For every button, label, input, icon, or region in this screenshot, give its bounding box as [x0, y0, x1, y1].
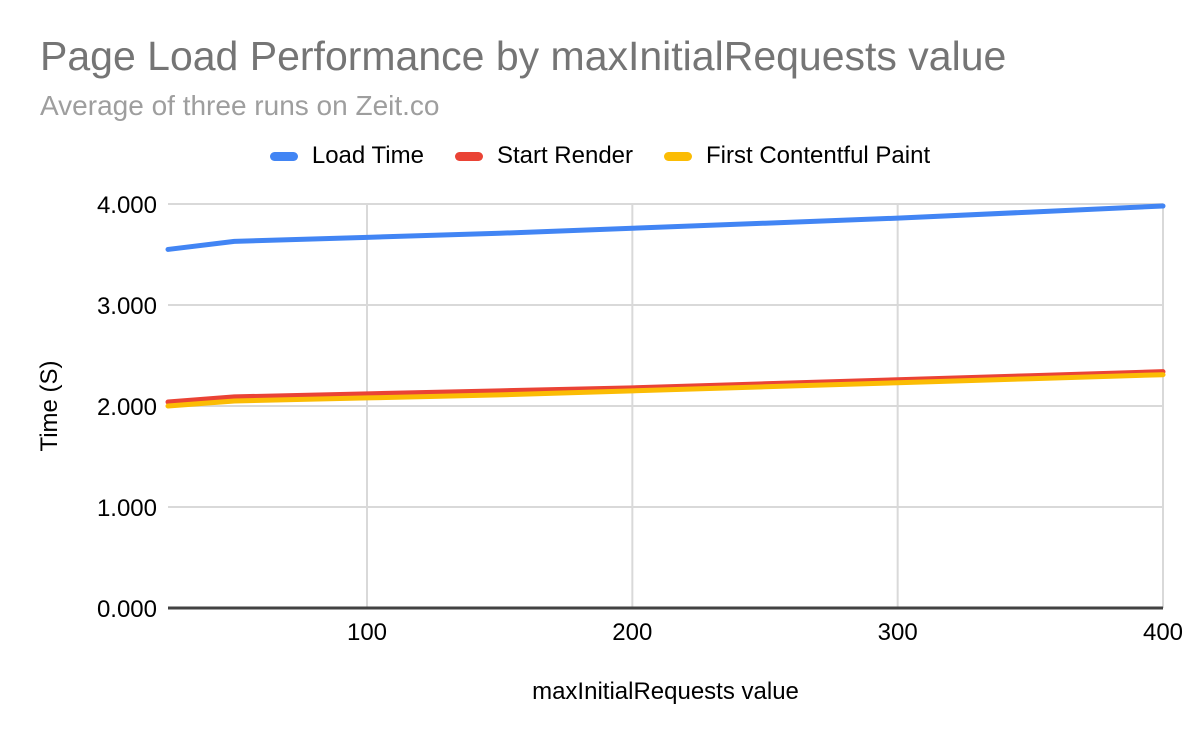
legend-item-load-time: Load Time [269, 142, 424, 170]
series-line-first-contentful-paint [165, 372, 1166, 409]
legend-label-first-contentful-paint: First Contentful Paint [706, 142, 931, 169]
legend-item-start-render: Start Render [454, 142, 634, 170]
series-line-start-render [165, 369, 1166, 405]
y-tick-label: 1.000 [97, 495, 157, 522]
y-axis-title: Time (S) [36, 360, 63, 452]
start-render-swatch-icon [454, 151, 483, 161]
load-time-swatch-icon [269, 151, 298, 161]
series-line-load-time [165, 203, 1166, 252]
legend-label-start-render: Start Render [496, 142, 634, 169]
y-tick-label: 0.000 [97, 596, 157, 623]
y-tick-label: 3.000 [97, 293, 157, 320]
chart-title: Page Load Performance by maxInitialReque… [40, 33, 1007, 79]
first-contentful-paint-swatch-icon [664, 151, 693, 161]
x-tick-label: 200 [612, 619, 652, 646]
x-tick-label: 300 [878, 619, 918, 646]
y-tick-label: 2.000 [97, 394, 157, 421]
legend-label-load-time: Load Time [311, 142, 424, 169]
legend-item-first-contentful-paint: First Contentful Paint [664, 142, 930, 170]
y-tick-label: 4.000 [97, 192, 157, 219]
x-axis-title: maxInitialRequests value [532, 678, 799, 705]
x-tick-label: 100 [347, 619, 387, 646]
chart-subtitle: Average of three runs on Zeit.co [40, 90, 440, 121]
chart-legend: Load Time Start Render First Contentful … [0, 141, 1200, 171]
x-tick-label: 400 [1143, 619, 1183, 646]
